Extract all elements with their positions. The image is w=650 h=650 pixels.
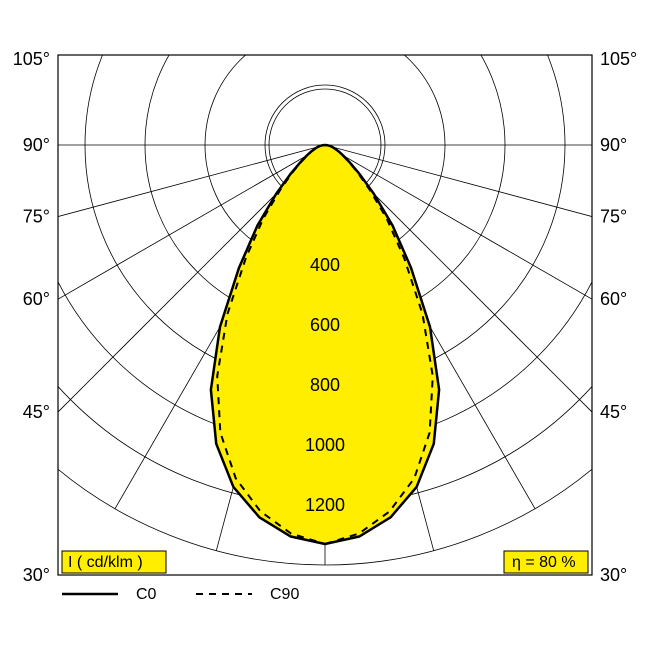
svg-text:60°: 60°: [600, 289, 627, 309]
legend-c0: C0: [136, 586, 157, 603]
svg-text:105°: 105°: [13, 49, 50, 69]
svg-text:400: 400: [310, 255, 340, 275]
svg-text:1200: 1200: [305, 495, 345, 515]
svg-text:30°: 30°: [23, 565, 50, 585]
svg-text:60°: 60°: [23, 289, 50, 309]
svg-text:30°: 30°: [600, 565, 627, 585]
svg-text:45°: 45°: [23, 402, 50, 422]
legend-c90: C90: [270, 586, 299, 603]
svg-text:75°: 75°: [23, 207, 50, 227]
svg-text:600: 600: [310, 315, 340, 335]
svg-text:1000: 1000: [305, 435, 345, 455]
svg-text:105°: 105°: [600, 49, 637, 69]
svg-text:75°: 75°: [600, 207, 627, 227]
svg-text:90°: 90°: [600, 135, 627, 155]
efficiency-label: η = 80 %: [512, 554, 576, 571]
svg-text:45°: 45°: [600, 402, 627, 422]
svg-text:800: 800: [310, 375, 340, 395]
svg-text:90°: 90°: [23, 135, 50, 155]
intensity-unit-label: I ( cd/klm ): [68, 554, 143, 571]
